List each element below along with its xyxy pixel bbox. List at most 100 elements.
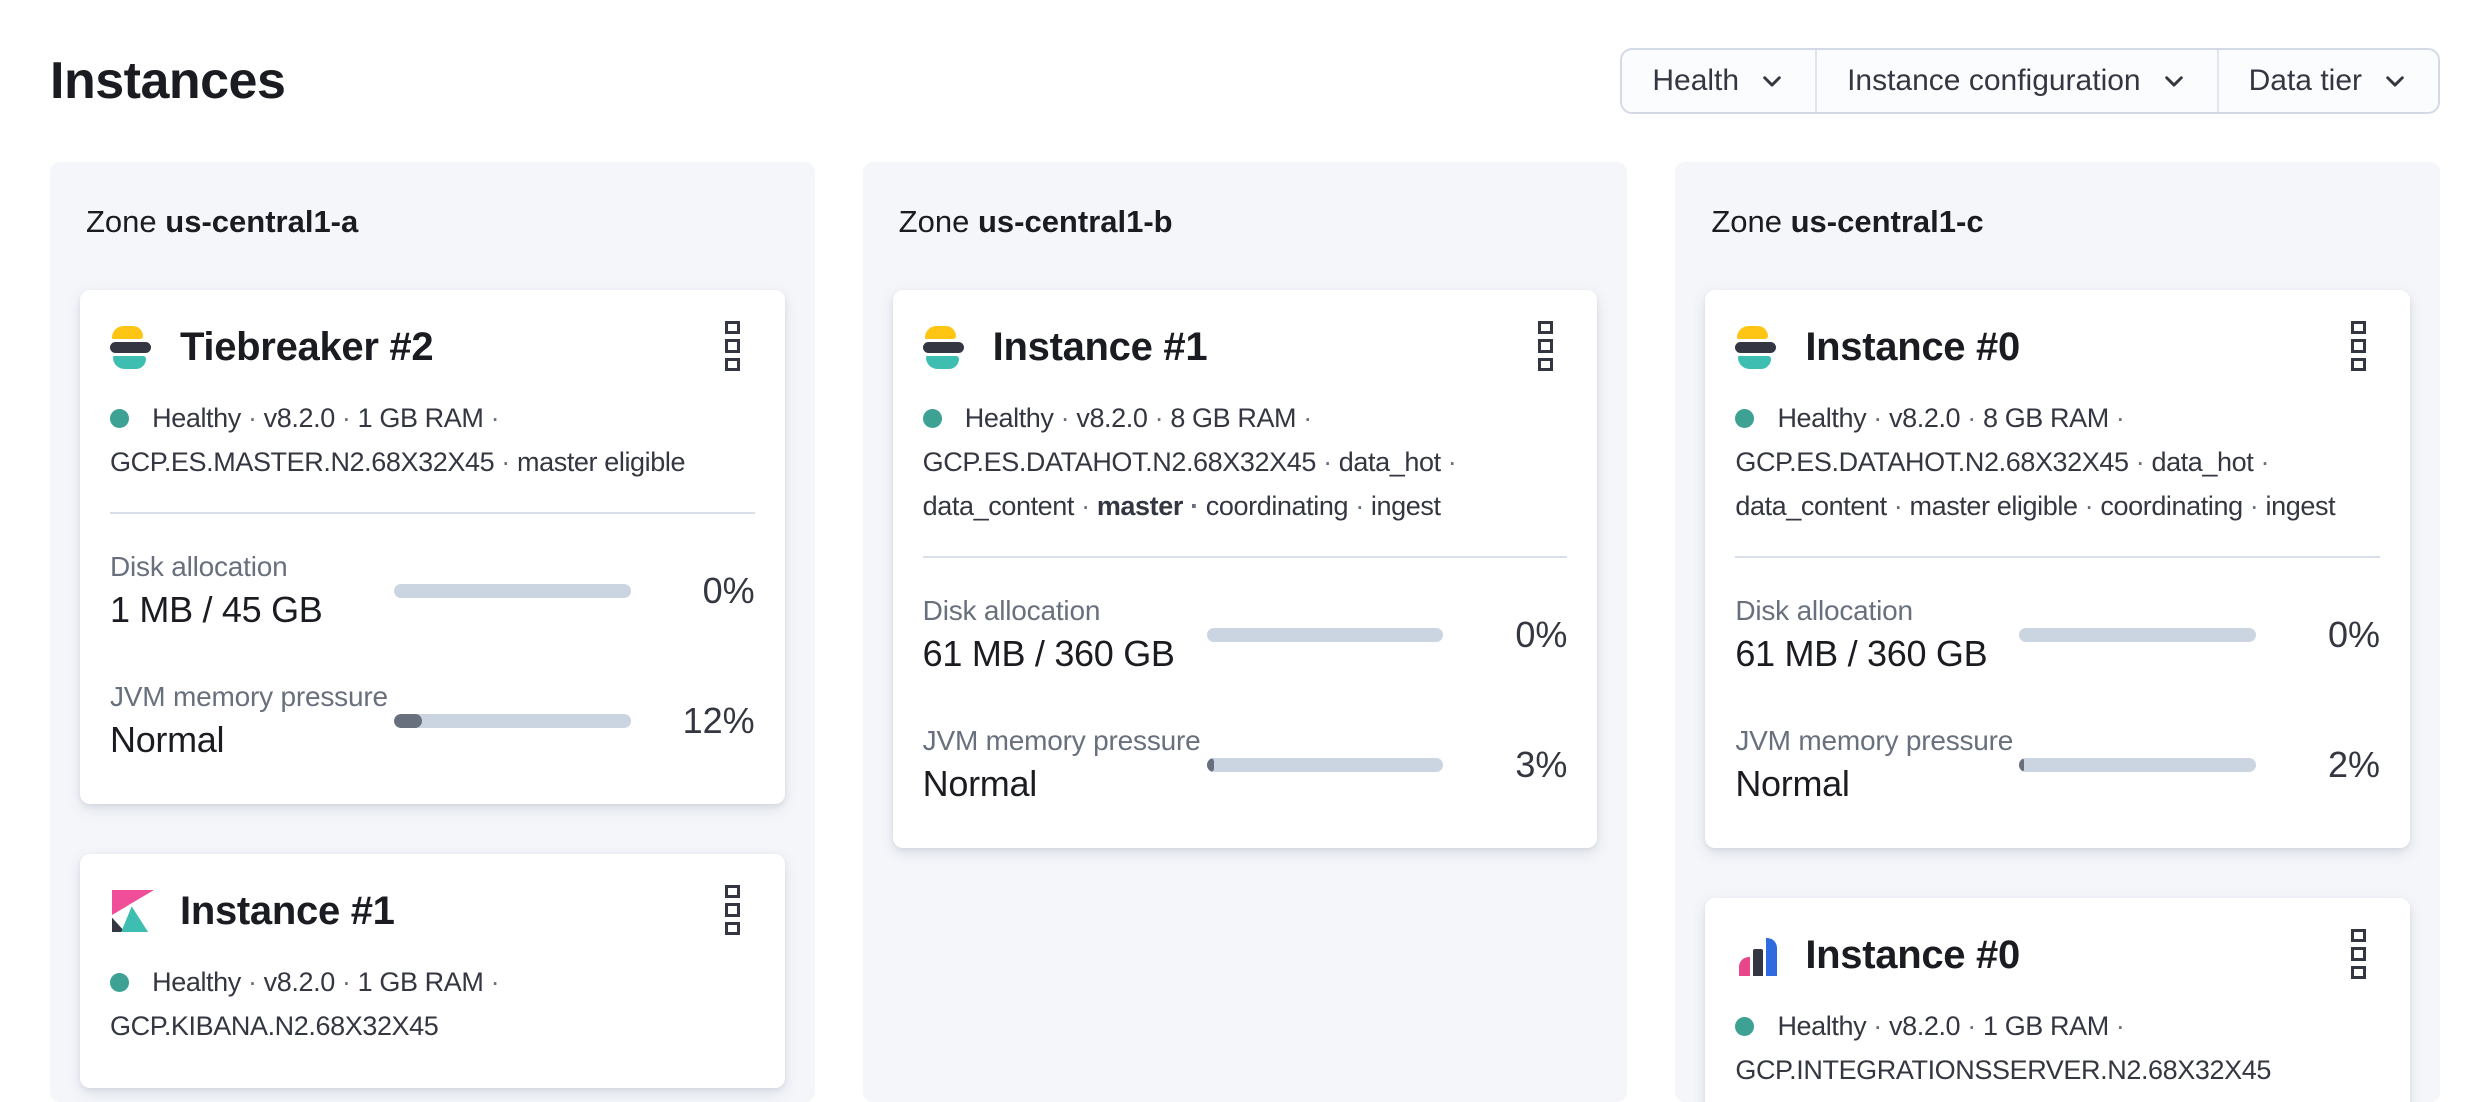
status-separator: · bbox=[2128, 447, 2145, 477]
metric-bar bbox=[394, 584, 631, 598]
card-head: Instance #1 bbox=[922, 320, 1568, 372]
healthy-status-icon bbox=[110, 409, 129, 428]
filter-group: Health Instance configuration Data tier bbox=[1620, 48, 2440, 114]
status-separator: · bbox=[1866, 403, 1882, 433]
metric-row: JVM memory pressure Normal 12% bbox=[110, 678, 755, 764]
healthy-status-icon bbox=[1735, 409, 1755, 428]
instance-title: Tiebreaker #2 bbox=[180, 324, 434, 369]
status-separator: · bbox=[2242, 491, 2259, 521]
boxes-vertical-icon bbox=[725, 339, 741, 353]
filter-instance-configuration-button[interactable]: Instance configuration bbox=[1815, 50, 2217, 112]
status-separator: · bbox=[483, 967, 500, 997]
status-token: GCP.KIBANA.N2.68X32X45 bbox=[110, 1011, 439, 1041]
status-token: Healthy · bbox=[1777, 403, 1882, 433]
metric-row: JVM memory pressure Normal 2% bbox=[1735, 722, 2380, 808]
status-separator: · bbox=[240, 967, 257, 997]
metric-bar-fill bbox=[394, 714, 423, 728]
status-separator: · bbox=[334, 967, 351, 997]
integrations-server-logo-icon bbox=[1735, 932, 1781, 978]
boxes-vertical-icon bbox=[725, 357, 741, 371]
instance-menu-button[interactable] bbox=[711, 320, 755, 372]
card-divider bbox=[922, 556, 1568, 558]
status-separator: · bbox=[1960, 1011, 1976, 1041]
status-separator: · bbox=[1886, 491, 1903, 521]
metric-row: JVM memory pressure Normal 3% bbox=[923, 722, 1568, 808]
metrics: Disk allocation 61 MB / 360 GB 0% JVM me… bbox=[923, 592, 1568, 808]
zone-name: us-central1-b bbox=[977, 204, 1173, 239]
status-token: coordinating · bbox=[2100, 491, 2259, 521]
status-separator: · bbox=[1053, 403, 1070, 433]
zone-label: Zone bbox=[1711, 204, 1791, 239]
metric-bar bbox=[394, 714, 631, 728]
chevron-down-icon bbox=[1763, 76, 1781, 87]
status-line: Healthy · v8.2.0 · 1 GB RAM · GCP.INTEGR… bbox=[1735, 1004, 2380, 1092]
status-token: master eligible bbox=[517, 447, 686, 477]
card-head: Instance #0 bbox=[1735, 320, 2380, 372]
status-separator: · bbox=[494, 447, 510, 477]
boxes-vertical-icon bbox=[1537, 357, 1553, 371]
metric-label: JVM memory pressure bbox=[110, 681, 388, 712]
metric-text: JVM memory pressure Normal bbox=[110, 678, 394, 764]
instance-menu-button[interactable] bbox=[2336, 928, 2380, 980]
status-line: Healthy · v8.2.0 · 8 GB RAM · GCP.ES.DAT… bbox=[922, 396, 1568, 528]
elasticsearch-logo-icon bbox=[922, 324, 969, 370]
zone-label: Zone bbox=[898, 204, 978, 239]
status-token: data_content · bbox=[1735, 491, 1903, 521]
boxes-vertical-icon bbox=[2350, 929, 2366, 943]
instance-card: Instance #1 Healthy · v8.2.0 · 1 GB RAM … bbox=[80, 854, 785, 1088]
page-header: Instances Health Instance configuration … bbox=[50, 48, 2440, 114]
instance-menu-button[interactable] bbox=[711, 884, 755, 936]
status-token: ingest bbox=[2265, 491, 2336, 521]
status-token: 1 GB RAM · bbox=[357, 967, 500, 997]
metric-row: Disk allocation 1 MB / 45 GB 0% bbox=[110, 548, 755, 634]
zone-header: Zone us-central1-c bbox=[1711, 204, 2410, 240]
healthy-status-icon bbox=[110, 973, 129, 992]
filter-label: Health bbox=[1652, 64, 1740, 97]
zone-panel: Zone us-central1-a Tiebreaker #2 Healthy… bbox=[50, 162, 815, 1102]
filter-data-tier-button[interactable]: Data tier bbox=[2216, 50, 2438, 112]
zone-header: Zone us-central1-a bbox=[86, 204, 785, 240]
metrics: Disk allocation 61 MB / 360 GB 0% JVM me… bbox=[1735, 592, 2380, 808]
status-separator: · bbox=[2108, 1011, 2125, 1041]
filter-health-button[interactable]: Health bbox=[1622, 50, 1815, 112]
status-separator: · bbox=[1960, 403, 1976, 433]
metric-percent: 12% bbox=[682, 700, 755, 741]
status-separator: · bbox=[2077, 491, 2094, 521]
status-token: Healthy · bbox=[964, 403, 1070, 433]
instance-menu-button[interactable] bbox=[2336, 320, 2380, 372]
status-token: master · bbox=[1096, 491, 1199, 521]
status-separator: · bbox=[1296, 403, 1312, 433]
boxes-vertical-icon bbox=[2350, 321, 2366, 335]
metric-percent: 0% bbox=[1515, 614, 1568, 655]
instance-title: Instance #0 bbox=[1805, 324, 2020, 369]
filter-label: Instance configuration bbox=[1847, 64, 2141, 97]
boxes-vertical-icon bbox=[725, 903, 741, 917]
zone-label: Zone bbox=[86, 204, 166, 239]
chevron-down-icon bbox=[2386, 76, 2404, 87]
metric-percent: 0% bbox=[2327, 614, 2381, 655]
boxes-vertical-icon bbox=[1537, 321, 1553, 335]
metrics: Disk allocation 1 MB / 45 GB 0% JVM memo… bbox=[110, 548, 755, 764]
filter-label: Data tier bbox=[2248, 64, 2362, 97]
status-token: v8.2.0 · bbox=[263, 403, 351, 433]
metric-label: JVM memory pressure bbox=[922, 725, 1201, 756]
metric-label: Disk allocation bbox=[922, 595, 1101, 626]
status-separator: · bbox=[1348, 491, 1364, 521]
metric-label: Disk allocation bbox=[1735, 595, 1913, 626]
instance-logo bbox=[1735, 932, 1781, 978]
status-token: data_hot · bbox=[1338, 447, 1457, 477]
status-token: coordinating · bbox=[1205, 491, 1364, 521]
zone-cards: Instance #0 Healthy · v8.2.0 · 8 GB RAM … bbox=[1705, 290, 2411, 1102]
status-separator: · bbox=[1182, 491, 1199, 521]
instance-menu-button[interactable] bbox=[1523, 320, 1567, 372]
metric-text: Disk allocation 1 MB / 45 GB bbox=[110, 548, 394, 634]
metric-bar bbox=[2019, 628, 2257, 642]
card-head: Instance #0 bbox=[1735, 928, 2380, 980]
metric-bar-fill bbox=[1206, 758, 1214, 772]
status-line: Healthy · v8.2.0 · 1 GB RAM · GCP.KIBANA… bbox=[110, 960, 755, 1048]
metric-bar bbox=[1206, 758, 1444, 772]
status-token: v8.2.0 · bbox=[1889, 1011, 1976, 1041]
status-token: v8.2.0 · bbox=[1076, 403, 1164, 433]
instance-card: Instance #1 Healthy · v8.2.0 · 8 GB RAM … bbox=[892, 290, 1598, 848]
